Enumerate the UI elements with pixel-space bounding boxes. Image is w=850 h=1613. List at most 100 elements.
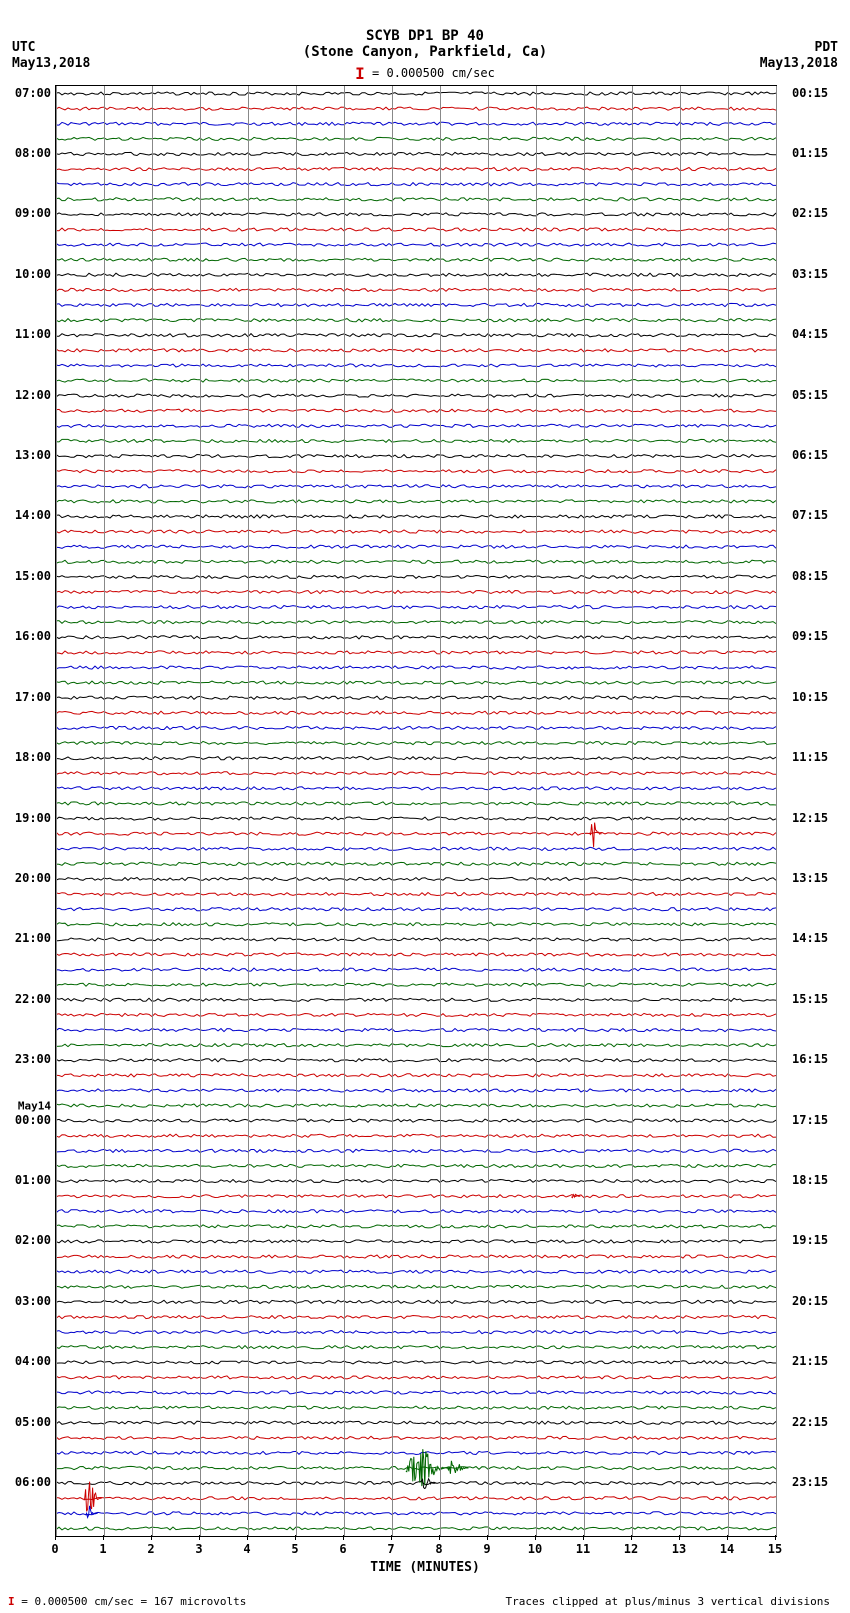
seismic-trace — [56, 1028, 776, 1031]
xtick-label: 10 — [528, 1542, 542, 1556]
seismic-trace — [56, 439, 776, 442]
xtick-mark — [679, 1535, 680, 1540]
pdt-hour-label: 10:15 — [792, 690, 828, 704]
utc-hour-label: 02:00 — [15, 1233, 51, 1247]
seismic-event — [421, 1479, 436, 1489]
seismic-trace — [56, 1119, 776, 1122]
xtick-mark — [631, 1535, 632, 1540]
seismic-trace — [56, 877, 776, 880]
seismic-trace — [56, 1331, 776, 1334]
seismic-trace — [56, 606, 776, 609]
pdt-hour-label: 15:15 — [792, 992, 828, 1006]
grid-line — [344, 86, 345, 1536]
grid-line — [296, 86, 297, 1536]
seismic-event — [590, 823, 602, 848]
xtick-mark — [103, 1535, 104, 1540]
x-axis-label: TIME (MINUTES) — [0, 1560, 850, 1575]
xtick-label: 3 — [195, 1542, 202, 1556]
seismic-trace — [56, 923, 776, 926]
pdt-hour-label: 02:15 — [792, 206, 828, 220]
footer-scale-bar-icon: I — [8, 1595, 15, 1608]
utc-hour-label: 03:00 — [15, 1294, 51, 1308]
tz-left-label: UTC — [12, 40, 35, 55]
grid-line — [392, 86, 393, 1536]
pdt-hour-label: 07:15 — [792, 508, 828, 522]
pdt-hour-label: 05:15 — [792, 388, 828, 402]
seismic-trace — [56, 1406, 776, 1409]
pdt-hour-label: 17:15 — [792, 1113, 828, 1127]
seismic-trace — [56, 1346, 776, 1349]
seismic-trace — [56, 1391, 776, 1394]
utc-hour-label: 18:00 — [15, 750, 51, 764]
seismic-trace — [56, 1315, 776, 1318]
utc-hour-label: 06:00 — [15, 1475, 51, 1489]
seismic-trace — [56, 349, 776, 352]
xtick-label: 5 — [291, 1542, 298, 1556]
seismic-trace — [56, 1059, 776, 1062]
grid-line — [680, 86, 681, 1536]
seismic-trace — [56, 303, 776, 306]
utc-hour-label: 10:00 — [15, 267, 51, 281]
utc-hour-label: 09:00 — [15, 206, 51, 220]
seismic-trace — [56, 1482, 776, 1485]
seismic-trace — [56, 862, 776, 865]
seismic-trace — [56, 1497, 776, 1500]
seismic-trace — [56, 726, 776, 729]
seismic-trace — [56, 575, 776, 578]
seismic-trace — [56, 893, 776, 896]
seismic-trace — [56, 1013, 776, 1016]
xtick-label: 15 — [768, 1542, 782, 1556]
xtick-mark — [295, 1535, 296, 1540]
xtick-label: 9 — [483, 1542, 490, 1556]
pdt-hour-label: 20:15 — [792, 1294, 828, 1308]
xtick-label: 7 — [387, 1542, 394, 1556]
utc-hour-label: 12:00 — [15, 388, 51, 402]
seismic-trace — [56, 1210, 776, 1213]
xtick-mark — [247, 1535, 248, 1540]
seismogram-plot — [55, 85, 777, 1537]
seismic-trace — [56, 183, 776, 186]
date-right-label: May13,2018 — [760, 56, 838, 71]
utc-hour-label: 16:00 — [15, 629, 51, 643]
seismic-trace — [56, 1527, 776, 1530]
xtick-label: 1 — [99, 1542, 106, 1556]
seismic-trace — [56, 394, 776, 397]
seismic-trace — [56, 273, 776, 276]
grid-line — [632, 86, 633, 1536]
pdt-hour-label: 22:15 — [792, 1415, 828, 1429]
pdt-hour-label: 12:15 — [792, 811, 828, 825]
xtick-mark — [439, 1535, 440, 1540]
seismic-trace — [56, 1361, 776, 1364]
seismic-trace — [56, 681, 776, 684]
seismic-trace — [56, 137, 776, 140]
utc-hour-label: 13:00 — [15, 448, 51, 462]
xtick-label: 12 — [624, 1542, 638, 1556]
seismic-trace — [56, 1512, 776, 1515]
grid-line — [584, 86, 585, 1536]
day-label: May14 — [18, 1099, 51, 1112]
grid-line — [440, 86, 441, 1536]
seismic-trace — [56, 711, 776, 714]
seismic-trace — [56, 983, 776, 986]
xtick-mark — [199, 1535, 200, 1540]
pdt-hour-label: 04:15 — [792, 327, 828, 341]
seismic-trace — [56, 1255, 776, 1258]
utc-hour-label: 14:00 — [15, 508, 51, 522]
utc-hour-label: 08:00 — [15, 146, 51, 160]
seismic-trace — [56, 651, 776, 654]
xtick-label: 4 — [243, 1542, 250, 1556]
seismic-trace — [56, 1300, 776, 1303]
seismic-trace — [56, 560, 776, 563]
pdt-hour-label: 14:15 — [792, 931, 828, 945]
pdt-hour-label: 21:15 — [792, 1354, 828, 1368]
seismogram-container: UTC May13,2018 PDT May13,2018 SCYB DP1 B… — [0, 0, 850, 1613]
seismic-trace — [56, 590, 776, 593]
pdt-hour-label: 16:15 — [792, 1052, 828, 1066]
seismic-trace — [56, 515, 776, 518]
seismic-trace — [56, 1074, 776, 1077]
grid-line — [200, 86, 201, 1536]
date-left-label: May13,2018 — [12, 56, 90, 71]
xtick-label: 2 — [147, 1542, 154, 1556]
xtick-mark — [55, 1535, 56, 1540]
seismic-trace — [56, 908, 776, 911]
